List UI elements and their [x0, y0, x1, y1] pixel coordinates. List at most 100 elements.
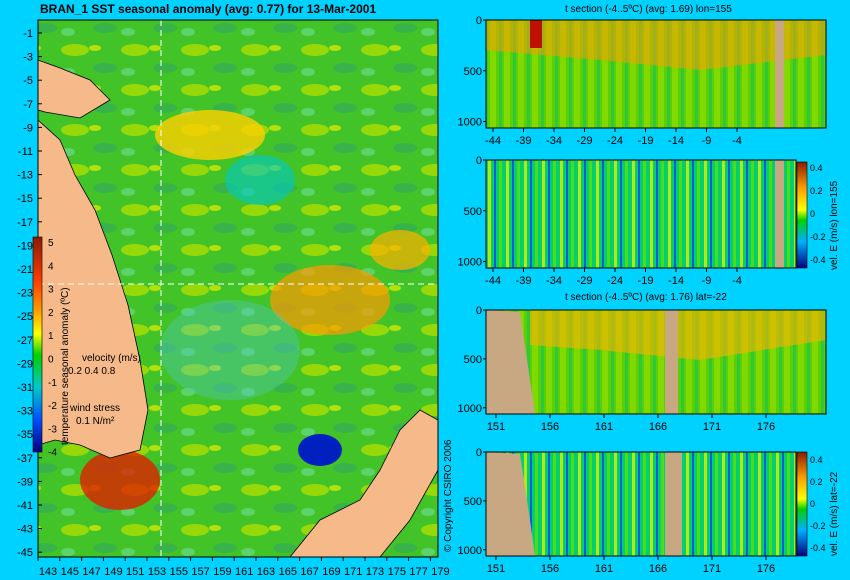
lat-tick-label: -45	[17, 547, 33, 559]
section-x-tick-label: -29	[577, 275, 593, 287]
vel-colorbar-tick-label: 0.2	[810, 477, 823, 487]
lat-tick-label: -27	[17, 335, 33, 347]
section1-land	[775, 20, 784, 128]
vel-colorbar-tick-label: -0.4	[810, 543, 826, 553]
depth-tick-label: 500	[464, 354, 482, 366]
wind-label: wind stress	[70, 403, 121, 414]
lon-tick-label: 173	[366, 566, 384, 578]
section-x-tick-label: -39	[516, 135, 532, 147]
section-x-tick-label: -39	[516, 275, 532, 287]
lat-tick-label: -5	[23, 75, 33, 87]
section-x-tick-label: 171	[703, 421, 721, 433]
section-x-tick-label: -19	[638, 275, 654, 287]
section-x-tick-label: 176	[757, 563, 775, 575]
section-x-tick-label: 161	[595, 421, 613, 433]
lat-tick-label: -11	[18, 146, 33, 158]
section-x-tick-label: -34	[546, 275, 562, 287]
section-x-tick-label: 151	[487, 563, 505, 575]
vel-colorbar-tick-label: -0.2	[810, 521, 826, 531]
section-x-tick-label: 166	[649, 421, 667, 433]
new-guinea-land	[37, 59, 111, 119]
lon-tick-label: 167	[300, 566, 318, 578]
section-x-tick-label: -9	[702, 275, 712, 287]
depth-tick-label: 500	[464, 496, 482, 508]
lat-tick-label: -9	[23, 122, 33, 134]
section-x-tick-label: -44	[485, 135, 501, 147]
lon-tick-label: 159	[213, 566, 231, 578]
section-x-tick-label: -24	[607, 135, 623, 147]
lat-tick-label: -39	[17, 476, 33, 488]
section-x-tick-label: 166	[649, 563, 667, 575]
section2-colorbar	[796, 161, 808, 269]
depth-tick-label: 0	[476, 155, 482, 167]
lat-tick-label: -29	[17, 358, 33, 370]
lon-tick-label: 169	[322, 566, 340, 578]
lon-tick-label: 155	[170, 566, 188, 578]
lat-tick-label: -17	[17, 217, 33, 229]
depth-tick-label: 1000	[458, 403, 482, 415]
lon-tick-label: 161	[235, 566, 253, 578]
section1-title: t section (-4..5ºC) (avg: 1.69) lon=155	[565, 4, 732, 15]
section2-land	[775, 160, 784, 268]
colorbar-tick-label: -2	[48, 401, 57, 412]
section3-land	[486, 310, 535, 414]
colorbar-tick-label: -4	[48, 448, 57, 459]
vel-colorbar-tick-label: 0.4	[810, 163, 823, 173]
lon-tick-label: 147	[82, 566, 100, 578]
lon-tick-label: 153	[148, 566, 166, 578]
vel-colorbar-tick-label: 0	[810, 499, 815, 509]
depth-tick-label: 1000	[458, 257, 482, 269]
section-x-tick-label: 176	[757, 421, 775, 433]
section4-field	[486, 452, 796, 556]
depth-tick-label: 500	[464, 66, 482, 78]
lon-tick-label: 175	[388, 566, 406, 578]
lat-tick-label: -13	[17, 170, 33, 182]
section3-title: t section (-4..5ºC) (avg: 1.76) lat=-22	[565, 292, 727, 303]
colorbar-tick-label: 5	[48, 238, 54, 249]
section-x-tick-label: -24	[607, 275, 623, 287]
lat-tick-label: -23	[17, 288, 33, 300]
colorbar-tick-label: 3	[48, 285, 54, 296]
lon-tick-label: 151	[126, 566, 144, 578]
section-x-tick-label: -29	[577, 135, 593, 147]
vel-colorbar-tick-label: 0	[810, 209, 815, 219]
lat-tick-label: -31	[17, 382, 33, 394]
section-x-tick-label: -9	[702, 135, 712, 147]
section4-land	[486, 452, 535, 556]
cold-anomaly	[298, 434, 342, 466]
lat-tick-label: -35	[17, 429, 33, 441]
colorbar-tick-label: 4	[48, 261, 54, 272]
lon-tick-label: 163	[257, 566, 275, 578]
australia-land	[37, 119, 149, 459]
vel-colorbar-tick-label: -0.4	[810, 255, 826, 265]
depth-tick-label: 0	[476, 305, 482, 317]
velocity-scale: 0.2 0.4 0.8	[68, 366, 116, 377]
section4-colorbar	[796, 451, 808, 557]
lat-tick-label: -7	[23, 99, 33, 111]
depth-tick-label: 500	[464, 206, 482, 218]
section-x-tick-label: -19	[638, 135, 654, 147]
section-x-tick-label: 161	[595, 563, 613, 575]
lon-tick-label: 149	[104, 566, 122, 578]
colorbar-tick-label: 0	[48, 355, 54, 366]
lon-tick-label: 143	[39, 566, 57, 578]
lat-tick-label: -19	[17, 240, 33, 252]
lat-tick-label: -37	[17, 453, 33, 465]
map-title: BRAN_1 SST seasonal anomaly (avg: 0.77) …	[40, 2, 377, 16]
lat-tick-label: -41	[17, 500, 33, 512]
lon-tick-label: 171	[344, 566, 362, 578]
section-x-tick-label: 171	[703, 563, 721, 575]
section2-field	[486, 160, 796, 268]
vel-colorbar-tick-label: -0.2	[810, 232, 826, 242]
section-x-tick-label: 151	[487, 421, 505, 433]
lat-tick-label: -1	[23, 28, 33, 40]
depth-tick-label: 0	[476, 15, 482, 27]
section-x-tick-label: 156	[541, 421, 559, 433]
lat-tick-label: -15	[17, 193, 33, 205]
vel-colorbar-tick-label: 0.4	[810, 455, 823, 465]
temperature-colorbar	[32, 236, 43, 453]
new-zealand-land	[289, 409, 439, 558]
colorbar-tick-label: 1	[48, 331, 54, 342]
lat-tick-label: -43	[17, 524, 33, 536]
